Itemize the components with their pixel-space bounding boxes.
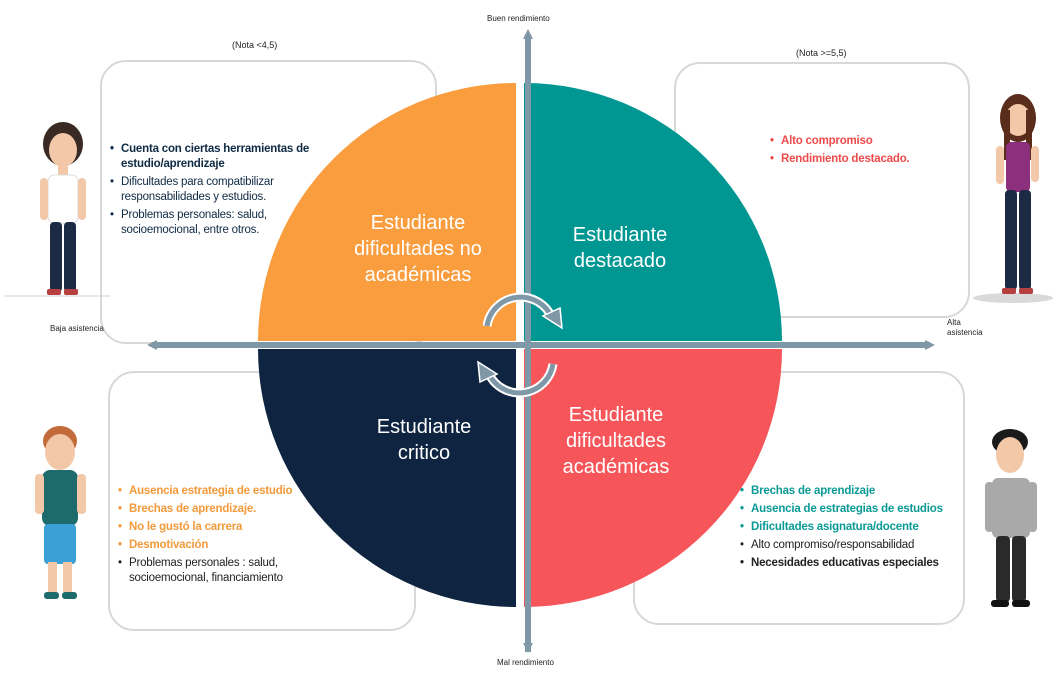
list-item: Brechas de aprendizaje xyxy=(740,484,960,499)
student-woman-figure-left xyxy=(40,122,86,295)
list-item: Alto compromiso/responsabilidad xyxy=(740,538,960,553)
list-item: No le gustó la carrera xyxy=(118,520,308,535)
bottom-right-bullet-list: Brechas de aprendizaje Ausencia de estra… xyxy=(740,484,960,574)
title-line: dificultades no xyxy=(354,238,482,260)
quadrant-title-bottom-right: Estudiante dificultades académicas xyxy=(536,402,696,480)
cycle-arrowhead-bottom xyxy=(477,360,499,384)
axis-label-right-line1: Alta xyxy=(947,318,961,327)
top-right-bullet-list: Alto compromiso Rendimiento destacado. xyxy=(770,134,950,170)
list-item: Desmotivación xyxy=(118,538,308,553)
title-line: Estudiante xyxy=(376,416,472,438)
quadrant-title-top-right: Estudiante destacado xyxy=(540,222,700,274)
title-line: académicas xyxy=(364,264,472,286)
axis-label-left: Baja asistencia xyxy=(50,324,104,333)
axis-label-right-line2: asistencia xyxy=(947,328,983,337)
list-item: Dificultades asignatura/docente xyxy=(740,520,960,535)
title-line: Estudiante xyxy=(370,212,466,234)
quadrant-top-right xyxy=(524,83,782,341)
title-line: destacado xyxy=(573,250,667,272)
list-item: Problemas personales : salud, socioemoci… xyxy=(118,556,308,586)
axis-label-bottom: Mal rendimiento xyxy=(497,658,554,667)
quadrant-title-top-left: Estudiante dificultades no académicas xyxy=(330,210,506,288)
quadrant-top-left xyxy=(258,83,516,341)
bottom-left-bullet-list: Ausencia estrategia de estudio Brechas d… xyxy=(118,484,308,589)
note-right: (Nota >=5,5) xyxy=(796,48,847,58)
quadrant-title-bottom-left: Estudiante critico xyxy=(344,414,504,466)
quadrant-bottom-right xyxy=(524,349,782,607)
cycle-arrow-bottom-inner xyxy=(485,363,556,396)
axis-label-right: Alta asistencia xyxy=(947,318,983,338)
list-item: Brechas de aprendizaje. xyxy=(118,502,308,517)
list-item: Ausencia estrategia de estudio xyxy=(118,484,308,499)
student-woman-figure-right xyxy=(973,94,1053,303)
title-line: Estudiante xyxy=(568,404,664,426)
note-left: (Nota <4,5) xyxy=(232,40,278,50)
title-line: dificultades xyxy=(565,430,667,452)
list-item: Problemas personales: salud, socioemocio… xyxy=(110,208,328,238)
student-boy-figure-left xyxy=(35,426,86,599)
title-line: académicas xyxy=(562,456,670,478)
cycle-arrowhead-top xyxy=(541,306,563,330)
list-item: Dificultades para compatibilizar respons… xyxy=(110,175,328,205)
student-man-figure-right xyxy=(985,429,1037,607)
list-item: Rendimiento destacado. xyxy=(770,152,950,167)
top-left-bullet-list: Cuenta con ciertas herramientas de estud… xyxy=(110,142,328,241)
list-item: Alto compromiso xyxy=(770,134,950,149)
title-line: critico xyxy=(397,442,451,464)
list-item: Cuenta con ciertas herramientas de estud… xyxy=(110,142,328,172)
quadrant-bottom-left xyxy=(258,349,516,607)
list-item: Necesidades educativas especiales xyxy=(740,556,960,571)
list-item: Ausencia de estrategias de estudios xyxy=(740,502,960,517)
title-line: Estudiante xyxy=(572,224,668,246)
cycle-arrow-top-inner xyxy=(484,294,555,327)
axis-label-top: Buen rendimiento xyxy=(487,14,550,23)
